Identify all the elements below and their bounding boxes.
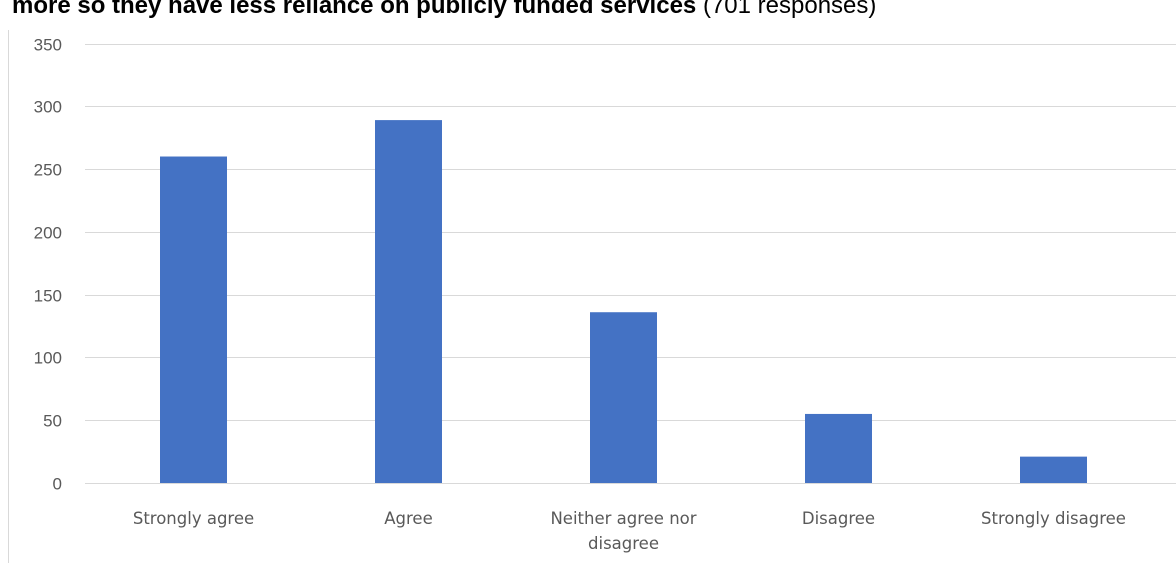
bar-2 bbox=[590, 312, 657, 483]
y-tick-label-250: 250 bbox=[34, 161, 62, 180]
y-tick-label-100: 100 bbox=[34, 349, 62, 368]
y-tick-label-0: 0 bbox=[53, 475, 62, 494]
y-axis-ticks: 0 50 100 150 200 250 300 350 bbox=[34, 36, 62, 494]
chart-title-responses: (701 responses) bbox=[696, 0, 877, 19]
x-tick-label-2: Neither agree nor disagree bbox=[550, 509, 696, 553]
chart-title: more so they have less reliance on publi… bbox=[12, 0, 1176, 21]
bar-1 bbox=[375, 120, 442, 483]
chart-frame-edge bbox=[8, 30, 9, 563]
x-tick-label-1: Agree bbox=[384, 509, 433, 528]
x-tick-label-4: Strongly disagree bbox=[981, 509, 1126, 528]
bar-3 bbox=[805, 413, 872, 483]
x-tick-label-0: Strongly agree bbox=[133, 509, 254, 528]
y-tick-label-150: 150 bbox=[34, 287, 62, 306]
x-tick-label-3: Disagree bbox=[802, 509, 875, 528]
y-tick-label-200: 200 bbox=[34, 224, 62, 243]
y-tick-label-300: 300 bbox=[34, 98, 62, 117]
y-tick-label-50: 50 bbox=[43, 412, 62, 431]
bars bbox=[160, 120, 1087, 483]
chart-title-bold: more so they have less reliance on publi… bbox=[12, 0, 697, 19]
bar-0 bbox=[160, 156, 227, 483]
y-tick-label-350: 350 bbox=[34, 36, 62, 55]
bar-4 bbox=[1020, 456, 1087, 483]
x-axis-ticks: Strongly agree Agree Neither agree nor disa… bbox=[133, 509, 1126, 553]
